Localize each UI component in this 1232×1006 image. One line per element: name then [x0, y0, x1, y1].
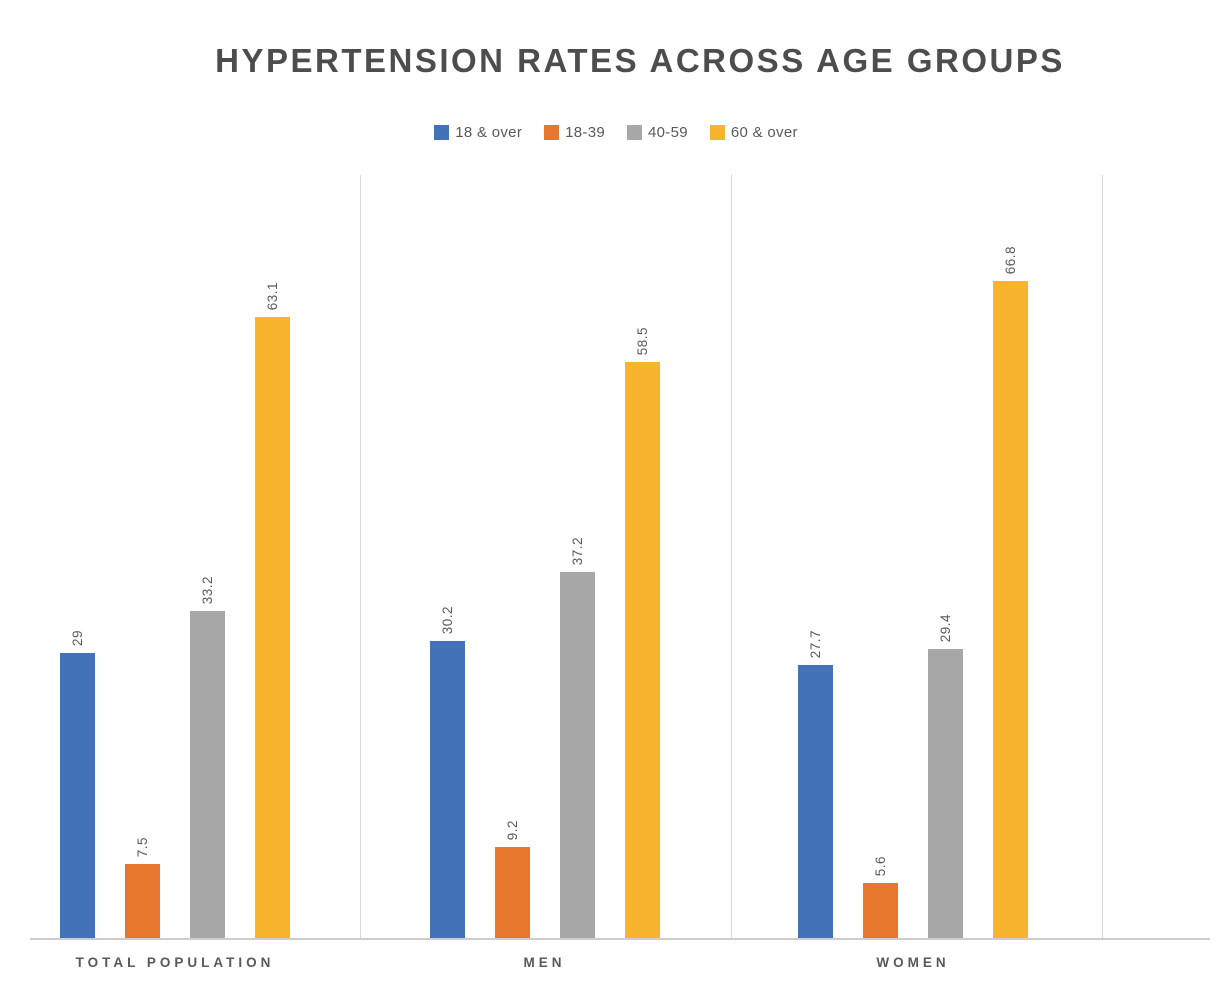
- x-axis-category-label: WOMEN: [876, 955, 950, 970]
- bar: [798, 665, 833, 938]
- bar: [190, 611, 225, 938]
- legend-swatch-icon: [627, 125, 642, 140]
- legend-label: 18-39: [565, 124, 605, 141]
- bar: [60, 653, 95, 938]
- legend-label: 60 & over: [730, 124, 798, 141]
- bar: [993, 281, 1028, 938]
- bar-value-label: 9.2: [504, 819, 520, 840]
- legend-swatch-icon: [544, 125, 560, 140]
- bar: [255, 317, 290, 938]
- x-axis-category-label: MEN: [523, 955, 566, 970]
- legend-swatch-icon: [434, 125, 450, 140]
- bar: [863, 883, 898, 938]
- category-separator-gridline: [1102, 175, 1103, 938]
- bar: [495, 847, 530, 938]
- legend-item: 18 & over: [434, 124, 522, 141]
- bar: [625, 362, 660, 938]
- x-axis-line: [30, 938, 1210, 940]
- legend-label: 18 & over: [455, 124, 523, 141]
- bar-value-label: 33.2: [199, 575, 215, 604]
- bar-value-label: 5.6: [872, 855, 888, 876]
- bar-value-label: 37.2: [569, 536, 585, 565]
- legend-swatch-icon: [709, 125, 725, 140]
- bar: [430, 641, 465, 938]
- legend: 18 & over 18-39 40-59 60 & over: [0, 124, 1232, 141]
- category-separator-gridline: [731, 175, 732, 938]
- bar: [125, 864, 160, 938]
- bar: [928, 649, 963, 938]
- legend-item: 40-59: [627, 124, 688, 141]
- bar-value-label: 29: [69, 629, 85, 646]
- bar-value-label: 27.7: [807, 629, 823, 658]
- legend-label: 40-59: [648, 124, 688, 141]
- legend-item: 18-39: [544, 124, 605, 141]
- bar-value-label: 29.4: [937, 613, 953, 642]
- chart-title: HYPERTENSION RATES ACROSS AGE GROUPS: [215, 42, 1065, 79]
- bar-value-label: 30.2: [439, 605, 455, 634]
- bar-value-label: 66.8: [1002, 245, 1018, 274]
- bar-value-label: 58.5: [634, 326, 650, 355]
- x-axis-category-label: TOTAL POPULATION: [75, 955, 275, 970]
- legend-item: 60 & over: [709, 124, 798, 141]
- category-separator-gridline: [360, 175, 361, 938]
- bar: [560, 572, 595, 938]
- bar-value-label: 7.5: [134, 836, 150, 857]
- bar-value-label: 63.1: [264, 281, 280, 310]
